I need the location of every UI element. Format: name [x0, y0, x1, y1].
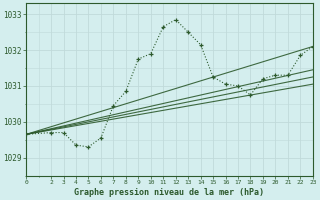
X-axis label: Graphe pression niveau de la mer (hPa): Graphe pression niveau de la mer (hPa): [75, 188, 264, 197]
